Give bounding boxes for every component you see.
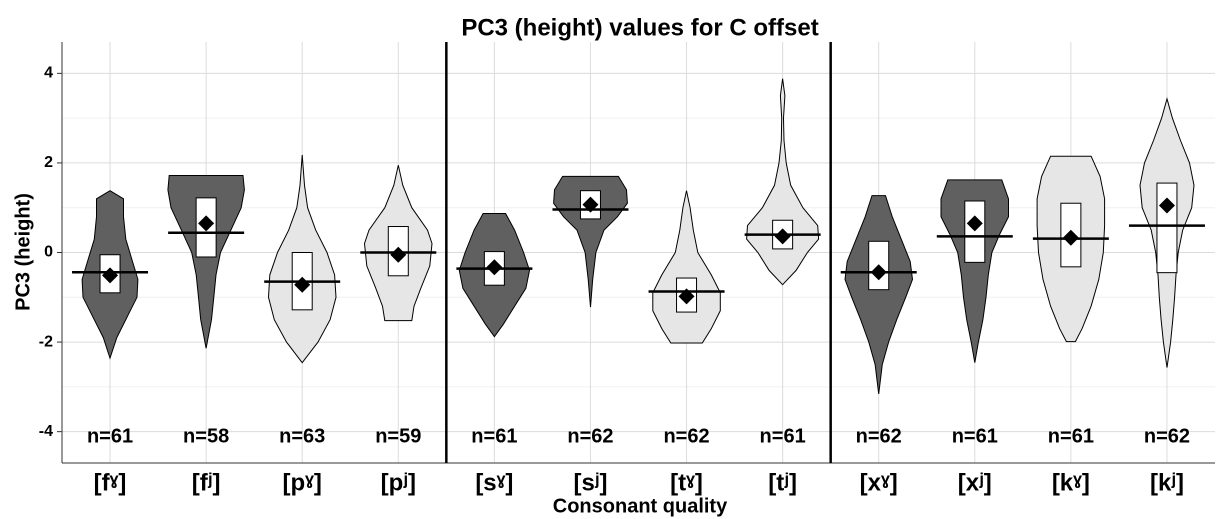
x-axis-label: Consonant quality bbox=[553, 495, 728, 517]
chart-title: PC3 (height) values for C offset bbox=[461, 14, 818, 41]
mean-marker bbox=[102, 267, 119, 284]
n-label: n=61 bbox=[1048, 425, 1094, 447]
mean-marker bbox=[870, 264, 887, 281]
y-tick-label: -4 bbox=[39, 423, 53, 440]
y-tick-label: 4 bbox=[44, 65, 53, 82]
violin bbox=[652, 190, 721, 344]
n-label: n=61 bbox=[952, 425, 998, 447]
n-label: n=58 bbox=[183, 425, 229, 447]
n-label: n=61 bbox=[87, 425, 133, 447]
violin bbox=[746, 78, 820, 286]
mean-marker bbox=[198, 215, 215, 232]
mean-marker bbox=[678, 288, 695, 305]
n-label: n=61 bbox=[760, 425, 806, 447]
mean-marker bbox=[1158, 197, 1175, 214]
iqr-box bbox=[1156, 182, 1178, 274]
mean-marker bbox=[486, 259, 503, 276]
x-tick-label: [xʲ] bbox=[958, 469, 992, 496]
mean-marker bbox=[390, 246, 407, 263]
x-tick-label: [sˠ] bbox=[475, 469, 513, 496]
n-label: n=62 bbox=[663, 425, 709, 447]
y-tick-label: -2 bbox=[39, 333, 53, 350]
violin bbox=[167, 175, 245, 349]
x-tick-label: [pʲ] bbox=[381, 469, 416, 496]
y-axis-label: PC3 (height) bbox=[12, 193, 34, 311]
x-tick-label: [fˠ] bbox=[94, 469, 127, 496]
mean-marker bbox=[1062, 229, 1079, 246]
mean-marker bbox=[582, 196, 599, 213]
mean-marker bbox=[774, 228, 791, 245]
y-tick-label: 2 bbox=[44, 154, 53, 171]
x-tick-label: [fʲ] bbox=[192, 469, 221, 496]
y-tick-label: 0 bbox=[44, 244, 53, 261]
n-label: n=59 bbox=[375, 425, 421, 447]
n-label: n=62 bbox=[856, 425, 902, 447]
x-tick-label: [xˠ] bbox=[860, 469, 898, 496]
n-label: n=62 bbox=[1144, 425, 1190, 447]
mean-marker bbox=[966, 215, 983, 232]
n-label: n=61 bbox=[471, 425, 517, 447]
violin bbox=[844, 195, 914, 395]
iqr-box bbox=[964, 200, 986, 263]
x-tick-label: [tʲ] bbox=[768, 469, 797, 496]
n-label: n=63 bbox=[279, 425, 325, 447]
mean-marker bbox=[294, 276, 311, 293]
x-tick-label: [pˠ] bbox=[282, 469, 321, 496]
x-tick-label: [tˠ] bbox=[670, 469, 703, 496]
x-tick-label: [sʲ] bbox=[573, 469, 607, 496]
x-tick-label: [kʲ] bbox=[1150, 469, 1184, 496]
x-tick-label: [kˠ] bbox=[1052, 469, 1090, 496]
n-label: n=62 bbox=[567, 425, 613, 447]
